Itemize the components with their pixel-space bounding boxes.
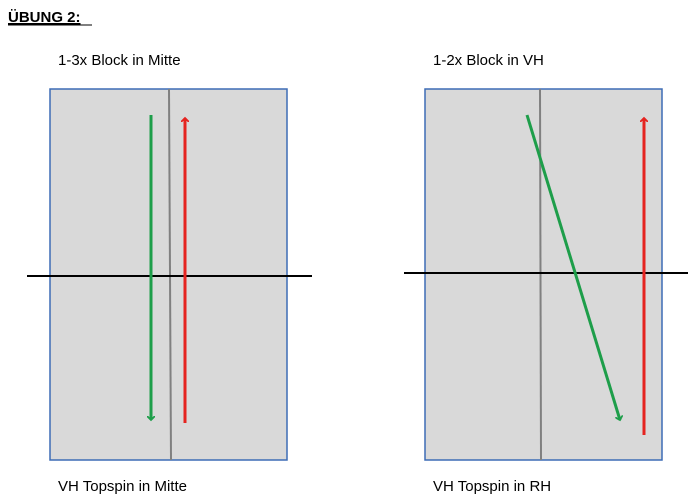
green-arrow (525, 114, 620, 420)
top-label: 1-2x Block in VH (433, 52, 544, 69)
table (424, 88, 663, 461)
bottom-label: VH Topspin in RH (433, 478, 551, 495)
bottom-label: VH Topspin in Mitte (58, 478, 187, 495)
top-label: 1-3x Block in Mitte (58, 52, 181, 69)
panel-left: 1-3x Block in Mitte VH Topspin in Mitte (27, 52, 312, 495)
panel-right: 1-2x Block in VH VH Topspin in RH (404, 52, 688, 495)
center-line (168, 88, 172, 461)
title: ÜBUNG 2: (8, 9, 81, 26)
center-line (539, 88, 542, 461)
